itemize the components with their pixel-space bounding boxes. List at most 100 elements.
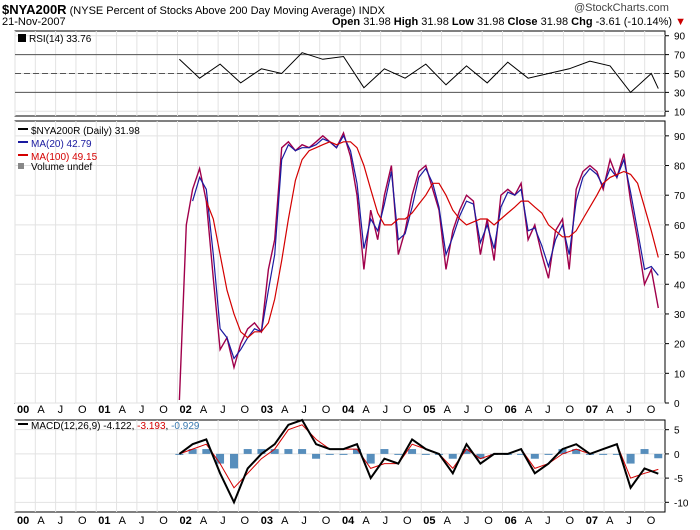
macd-histogram-bar [654, 453, 663, 459]
down-arrow-icon: ▼ [675, 16, 687, 28]
x-tick-label: A [606, 515, 614, 527]
x-tick-label: 05 [423, 515, 435, 527]
macd-histogram-bar [476, 453, 485, 459]
macd-histogram-bar [421, 453, 430, 455]
x-tick-label: O [403, 515, 412, 527]
macd-histogram-bar [408, 449, 417, 454]
description: (NYSE Percent of Stocks Above 200 Day Mo… [69, 5, 356, 17]
x-tick-label: A [281, 515, 289, 527]
low-value: 31.98 [476, 16, 505, 28]
macd-histogram-bar [270, 449, 279, 454]
macd-histogram-bar [394, 453, 403, 455]
ma100-line [205, 141, 659, 339]
rsi-legend: RSI(14) 33.76 [29, 34, 92, 45]
ma20-legend-swatch [18, 141, 28, 143]
x-tick-label: J [464, 515, 470, 527]
price-y-label: 70 [674, 191, 686, 202]
macd-histogram-bar [216, 453, 225, 464]
x-tick-label: O [647, 404, 656, 416]
x-tick-label: A [606, 404, 614, 416]
symbol: $NYA200R [2, 2, 67, 17]
x-tick-label: O [159, 515, 168, 527]
x-tick-label: 00 [17, 515, 29, 527]
rsi-y-label: 10 [674, 107, 686, 118]
x-tick-label: A [362, 404, 370, 416]
legend-separator: , [132, 421, 138, 432]
macd-histogram-bar [257, 449, 266, 454]
macd-histogram-bar [626, 453, 635, 464]
x-tick-label: A [525, 515, 533, 527]
x-tick-label: A [119, 404, 127, 416]
x-tick-label: O [240, 404, 249, 416]
x-tick-label: J [58, 515, 64, 527]
stockcharts-logo[interactable]: @StockCharts.com [574, 2, 669, 14]
exchange: INDX [358, 5, 385, 17]
x-tick-label: J [301, 515, 307, 527]
x-tick-label: 05 [423, 404, 435, 416]
open-value: 31.98 [363, 16, 391, 28]
signal-line [179, 424, 659, 489]
legend-separator: , [166, 421, 172, 432]
macd-histogram-bar [243, 449, 252, 454]
macd-histogram-bar [175, 453, 184, 455]
x-tick-label: O [78, 515, 87, 527]
ma20-line [192, 134, 659, 360]
x-tick-label: J [383, 515, 389, 527]
x-tick-label: O [647, 515, 656, 527]
macd-value: -4.122 [103, 421, 132, 432]
rsi-y-label: 30 [674, 88, 686, 99]
x-tick-label: J [139, 404, 145, 416]
open-label: Open [332, 16, 361, 28]
price-y-label: 40 [674, 280, 686, 291]
ohlc-readout: Open 31.98 High 31.98 Low 31.98 Close 31… [332, 16, 686, 28]
price-y-label: 10 [674, 369, 686, 380]
price-legend: $NYA200R (Daily) 31.98 [31, 126, 140, 137]
macd-histogram-bar [366, 453, 375, 464]
macd-histogram-bar [339, 453, 348, 455]
macd-histogram-bar [462, 449, 471, 454]
macd-histogram-bar [599, 453, 608, 455]
x-tick-label: O [240, 515, 249, 527]
chart-title: $NYA200R (NYSE Percent of Stocks Above 2… [2, 2, 385, 17]
macd-histogram-bar [530, 453, 539, 459]
x-tick-label: A [525, 404, 533, 416]
x-tick-label: 02 [180, 404, 192, 416]
x-tick-label: O [565, 515, 574, 527]
macd-line [178, 418, 659, 505]
rsi-y-label: 70 [674, 51, 686, 62]
macd-histogram-bar [298, 449, 307, 454]
x-tick-label: A [281, 404, 289, 416]
macd-histogram-bar [517, 453, 526, 455]
x-tick-label: 03 [261, 515, 273, 527]
x-tick-label: J [383, 404, 389, 416]
price-y-label: 20 [674, 340, 686, 351]
macd-histogram-bar [202, 449, 211, 454]
macd-histogram-bar [572, 449, 581, 454]
close-label: Close [507, 16, 538, 28]
x-tick-label: O [484, 515, 493, 527]
ma100-legend: MA(100) 49.15 [31, 152, 98, 163]
x-tick-label: O [159, 404, 168, 416]
chg-label: Chg [571, 16, 593, 28]
low-label: Low [451, 16, 474, 28]
x-tick-label: A [444, 404, 452, 416]
macd-legend: MACD(12,26,9) -4.122, -3.193, -0.929 [31, 421, 200, 432]
high-label: High [393, 16, 419, 28]
chart-date: 21-Nov-2007 [2, 16, 66, 28]
x-tick-label: O [403, 404, 412, 416]
x-tick-label: O [565, 404, 574, 416]
x-tick-label: A [200, 404, 208, 416]
macd-y-label: 0 [674, 450, 680, 461]
macd-histogram-bar [612, 453, 621, 455]
volume-legend: Volume undef [31, 162, 92, 173]
x-tick-label: J [626, 404, 632, 416]
x-tick-label: 04 [342, 404, 355, 416]
macd-histogram-bar [284, 449, 293, 454]
macd-histogram-bar [312, 453, 321, 459]
x-tick-label: A [200, 515, 208, 527]
x-tick-label: A [444, 515, 452, 527]
price-legend-swatch [18, 128, 28, 130]
macd-histogram-bar [448, 453, 457, 459]
x-tick-label: J [139, 515, 145, 527]
